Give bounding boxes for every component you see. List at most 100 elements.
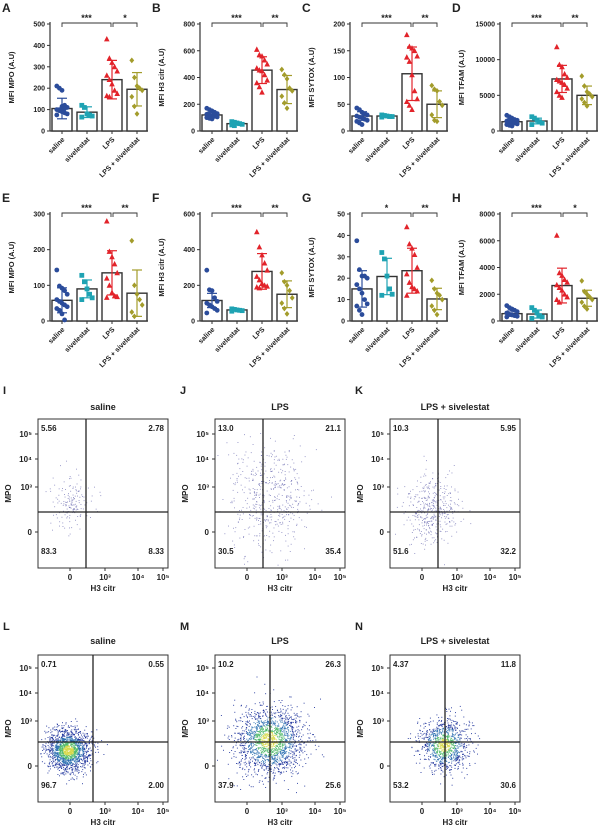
event-dot xyxy=(302,766,304,768)
event-dot xyxy=(247,457,249,459)
event-dot xyxy=(49,750,51,752)
significance-label: *** xyxy=(531,13,542,23)
event-dot xyxy=(76,739,78,741)
event-dot xyxy=(279,758,281,760)
event-dot xyxy=(56,757,58,758)
event-dot xyxy=(289,504,290,506)
event-dot xyxy=(284,733,286,735)
event-dot xyxy=(71,504,73,506)
event-dot xyxy=(268,747,270,749)
event-dot xyxy=(56,730,58,732)
event-dot xyxy=(279,515,281,517)
event-dot xyxy=(254,718,256,720)
event-dot xyxy=(279,728,281,730)
event-dot xyxy=(48,754,50,756)
event-dot xyxy=(231,736,233,738)
event-dot xyxy=(432,524,433,526)
event-dot xyxy=(318,745,320,747)
event-dot xyxy=(276,750,278,752)
event-dot xyxy=(264,769,265,771)
event-dot xyxy=(416,516,418,518)
event-dot xyxy=(304,758,306,760)
event-dot xyxy=(248,760,250,762)
event-dot xyxy=(81,738,83,740)
data-point-LPS + sivelestat xyxy=(129,57,135,64)
event-dot xyxy=(64,758,66,760)
event-dot xyxy=(285,715,287,716)
event-dot xyxy=(59,729,61,731)
event-dot xyxy=(241,519,243,520)
event-dot xyxy=(241,755,243,756)
event-dot xyxy=(276,748,277,750)
event-dot xyxy=(263,709,264,711)
event-dot xyxy=(283,731,285,733)
data-point-LPS xyxy=(414,288,420,294)
event-dot xyxy=(256,745,258,746)
event-dot xyxy=(74,752,76,754)
event-dot xyxy=(264,465,266,467)
event-dot xyxy=(57,748,59,750)
event-dot xyxy=(439,524,441,526)
event-dot xyxy=(255,734,257,736)
event-dot xyxy=(86,759,88,761)
event-dot xyxy=(280,734,282,736)
event-dot xyxy=(87,751,89,752)
event-dot xyxy=(281,737,283,739)
event-dot xyxy=(235,482,237,484)
event-dot xyxy=(60,737,62,738)
event-dot xyxy=(224,734,226,736)
event-dot xyxy=(272,738,274,740)
event-dot xyxy=(266,519,267,521)
event-dot xyxy=(255,503,257,505)
event-dot xyxy=(73,757,75,759)
event-dot xyxy=(67,760,69,762)
event-dot xyxy=(417,494,419,496)
event-dot xyxy=(275,733,277,735)
event-dot xyxy=(295,765,296,767)
event-dot xyxy=(279,486,281,488)
event-dot xyxy=(300,743,302,745)
event-dot xyxy=(59,748,61,750)
event-dot xyxy=(53,757,55,759)
event-dot xyxy=(87,733,88,735)
event-dot xyxy=(79,749,81,751)
event-dot xyxy=(78,500,80,501)
event-dot xyxy=(81,758,82,760)
event-dot xyxy=(277,725,279,727)
event-dot xyxy=(280,711,282,713)
event-dot xyxy=(278,499,280,500)
event-dot xyxy=(74,736,76,738)
event-dot xyxy=(61,763,63,765)
event-dot xyxy=(284,471,286,472)
event-dot xyxy=(444,512,446,514)
event-dot xyxy=(52,749,54,751)
event-dot xyxy=(71,745,73,747)
event-dot xyxy=(287,545,289,547)
event-dot xyxy=(74,733,75,735)
y-tick-label: 300 xyxy=(33,212,45,219)
event-dot xyxy=(277,771,279,773)
event-dot xyxy=(415,494,417,496)
event-dot xyxy=(303,702,305,704)
event-dot xyxy=(73,745,75,747)
event-dot xyxy=(56,517,58,519)
event-dot xyxy=(277,732,279,734)
event-dot xyxy=(282,752,284,754)
event-dot xyxy=(60,502,62,504)
event-dot xyxy=(242,767,244,769)
event-dot xyxy=(292,719,294,721)
event-dot xyxy=(273,450,275,452)
event-dot xyxy=(290,497,292,498)
y-axis-label: MFI MPO (A.U) xyxy=(7,51,16,104)
event-dot xyxy=(63,501,65,502)
event-dot xyxy=(58,756,60,758)
event-dot xyxy=(253,491,255,493)
event-dot xyxy=(70,772,72,774)
quadrant-upper-right: 21.1 xyxy=(325,424,341,433)
event-dot xyxy=(52,743,54,745)
event-dot xyxy=(80,514,82,516)
event-dot xyxy=(421,510,423,512)
event-dot xyxy=(270,468,272,470)
event-dot xyxy=(279,480,281,482)
